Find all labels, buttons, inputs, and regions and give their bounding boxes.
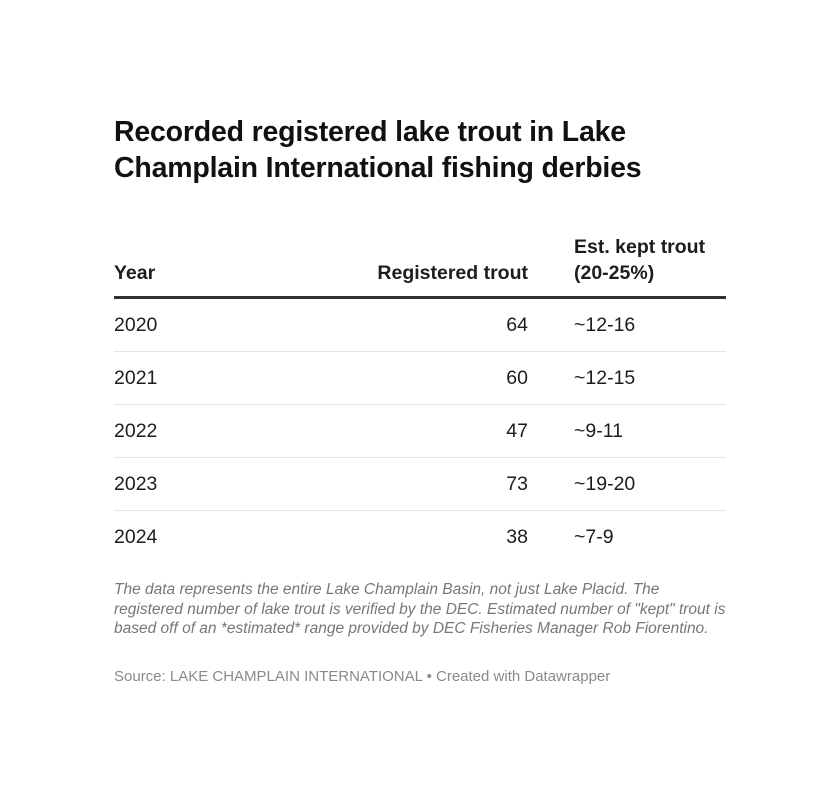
cell-est-kept-trout: ~7-9 <box>574 525 614 548</box>
cell-registered-trout: 73 <box>370 457 528 511</box>
cell-year: 2023 <box>114 457 370 511</box>
table-row: 2021 60 ~12-15 <box>114 351 726 405</box>
cell-est-kept-trout: ~12-16 <box>528 297 726 352</box>
cell-year: 2020 <box>114 297 370 352</box>
cell-year: 2021 <box>114 351 370 405</box>
chart-notes: The data represents the entire Lake Cham… <box>114 581 726 637</box>
table-row: 2023 73 ~19-20 <box>114 457 726 511</box>
chart-source: Source: LAKE CHAMPLAIN INTERNATIONAL • C… <box>114 668 611 685</box>
table-header-row: Year Registered trout Est. kept trout (2… <box>114 224 726 299</box>
table-row: 2022 47 ~9-11 <box>114 404 726 458</box>
cell-registered-trout: 38 <box>506 525 528 548</box>
table-row: 2020 64 ~12-16 <box>114 297 726 352</box>
chart-title: Recorded registered lake trout in Lake C… <box>114 116 642 184</box>
cell-registered-trout: 64 <box>370 297 528 352</box>
cell-registered-trout: 60 <box>370 351 528 405</box>
column-header-registered-trout: Registered trout <box>370 224 528 299</box>
cell-year: 2024 <box>114 525 158 548</box>
cell-est-kept-trout: ~19-20 <box>528 457 726 511</box>
cell-year: 2022 <box>114 404 370 458</box>
cell-est-kept-trout: ~9-11 <box>528 404 726 458</box>
column-header-year: Year <box>114 224 370 299</box>
cell-est-kept-trout: ~12-15 <box>528 351 726 405</box>
cell-registered-trout: 47 <box>370 404 528 458</box>
chart-container: Recorded registered lake trout in Lake C… <box>114 114 726 685</box>
data-table: Year Registered trout Est. kept trout (2… <box>114 224 726 563</box>
table-row: 2024 38 ~7-9 <box>114 511 726 564</box>
column-header-est-kept-trout: Est. kept trout (20-25%) <box>528 224 726 299</box>
